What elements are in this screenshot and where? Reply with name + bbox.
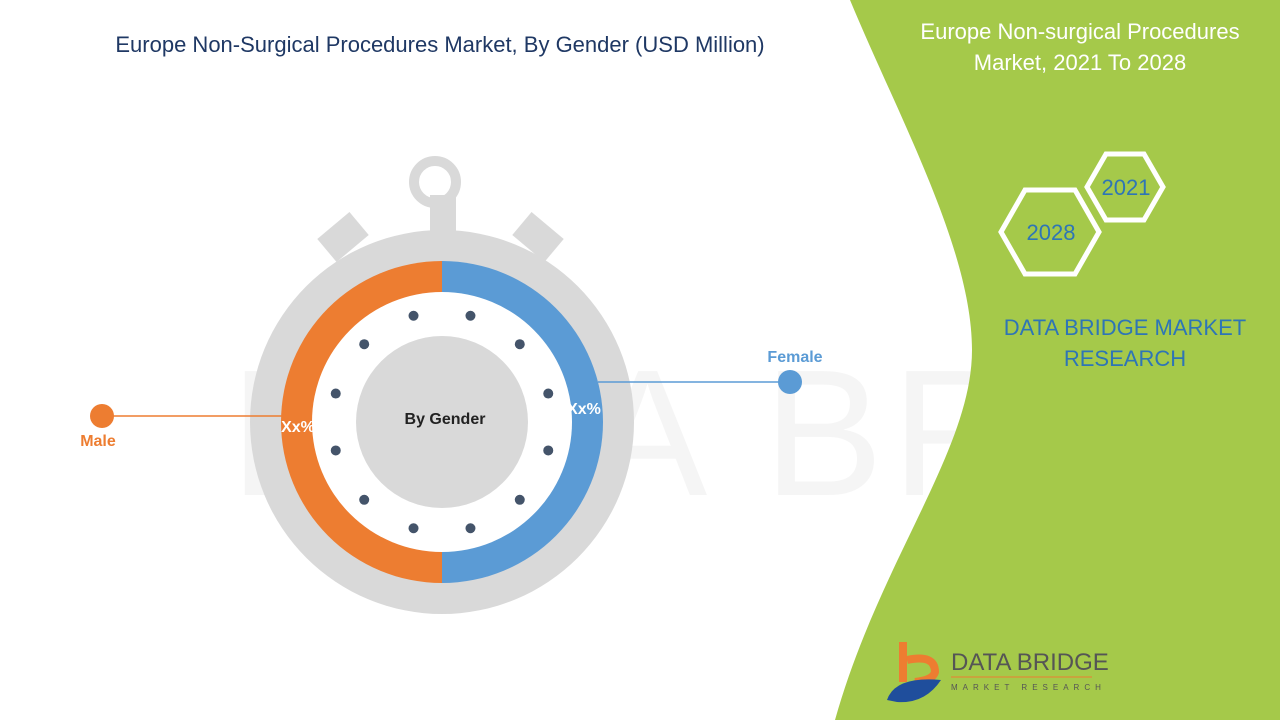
tick-dot [514,339,525,350]
tick-dots [330,310,554,534]
hexagon-2021 [1084,151,1166,223]
tick-dot [359,494,370,505]
tick-dot [543,388,554,399]
male-marker [90,404,114,428]
tick-dot [330,388,341,399]
logo-swoosh [887,679,941,703]
tick-dot [359,339,370,350]
hexagon-2028 [998,187,1102,277]
logo-name: DATA BRIDGE [951,649,1109,676]
page-title: Europe Non-Surgical Procedures Market, B… [115,32,765,57]
tick-dot [408,523,419,534]
year-2028: 2028 [1027,220,1076,245]
panel-title: Europe Non-surgical Procedures Market, 2… [920,19,1240,75]
tick-dot [514,494,525,505]
year-2021: 2021 [1102,175,1151,200]
logo-tagline: MARKET RESEARCH [951,683,1106,692]
tick-dot [543,445,554,456]
center-disc [356,336,528,508]
female-marker [778,370,802,394]
male-data-label: Xx% [281,419,315,436]
female-data-label: Xx% [567,401,601,418]
tick-dot [465,523,476,534]
tick-dot [465,310,476,321]
male-legend-label: Male [80,433,116,450]
female-legend-label: Female [767,349,822,366]
stopwatch-ear-left [317,212,369,262]
tick-dot [408,310,419,321]
side-panel-bg [835,0,1280,720]
logo-b-stem [899,642,907,682]
brand-text: DATA BRIDGE MARKET RESEARCH [1003,315,1247,371]
logo: DATA BRIDGE MARKET RESEARCH [887,642,1109,703]
center-label: By Gender [405,411,486,428]
stopwatch-ear-right [512,212,564,262]
tick-dot [330,445,341,456]
